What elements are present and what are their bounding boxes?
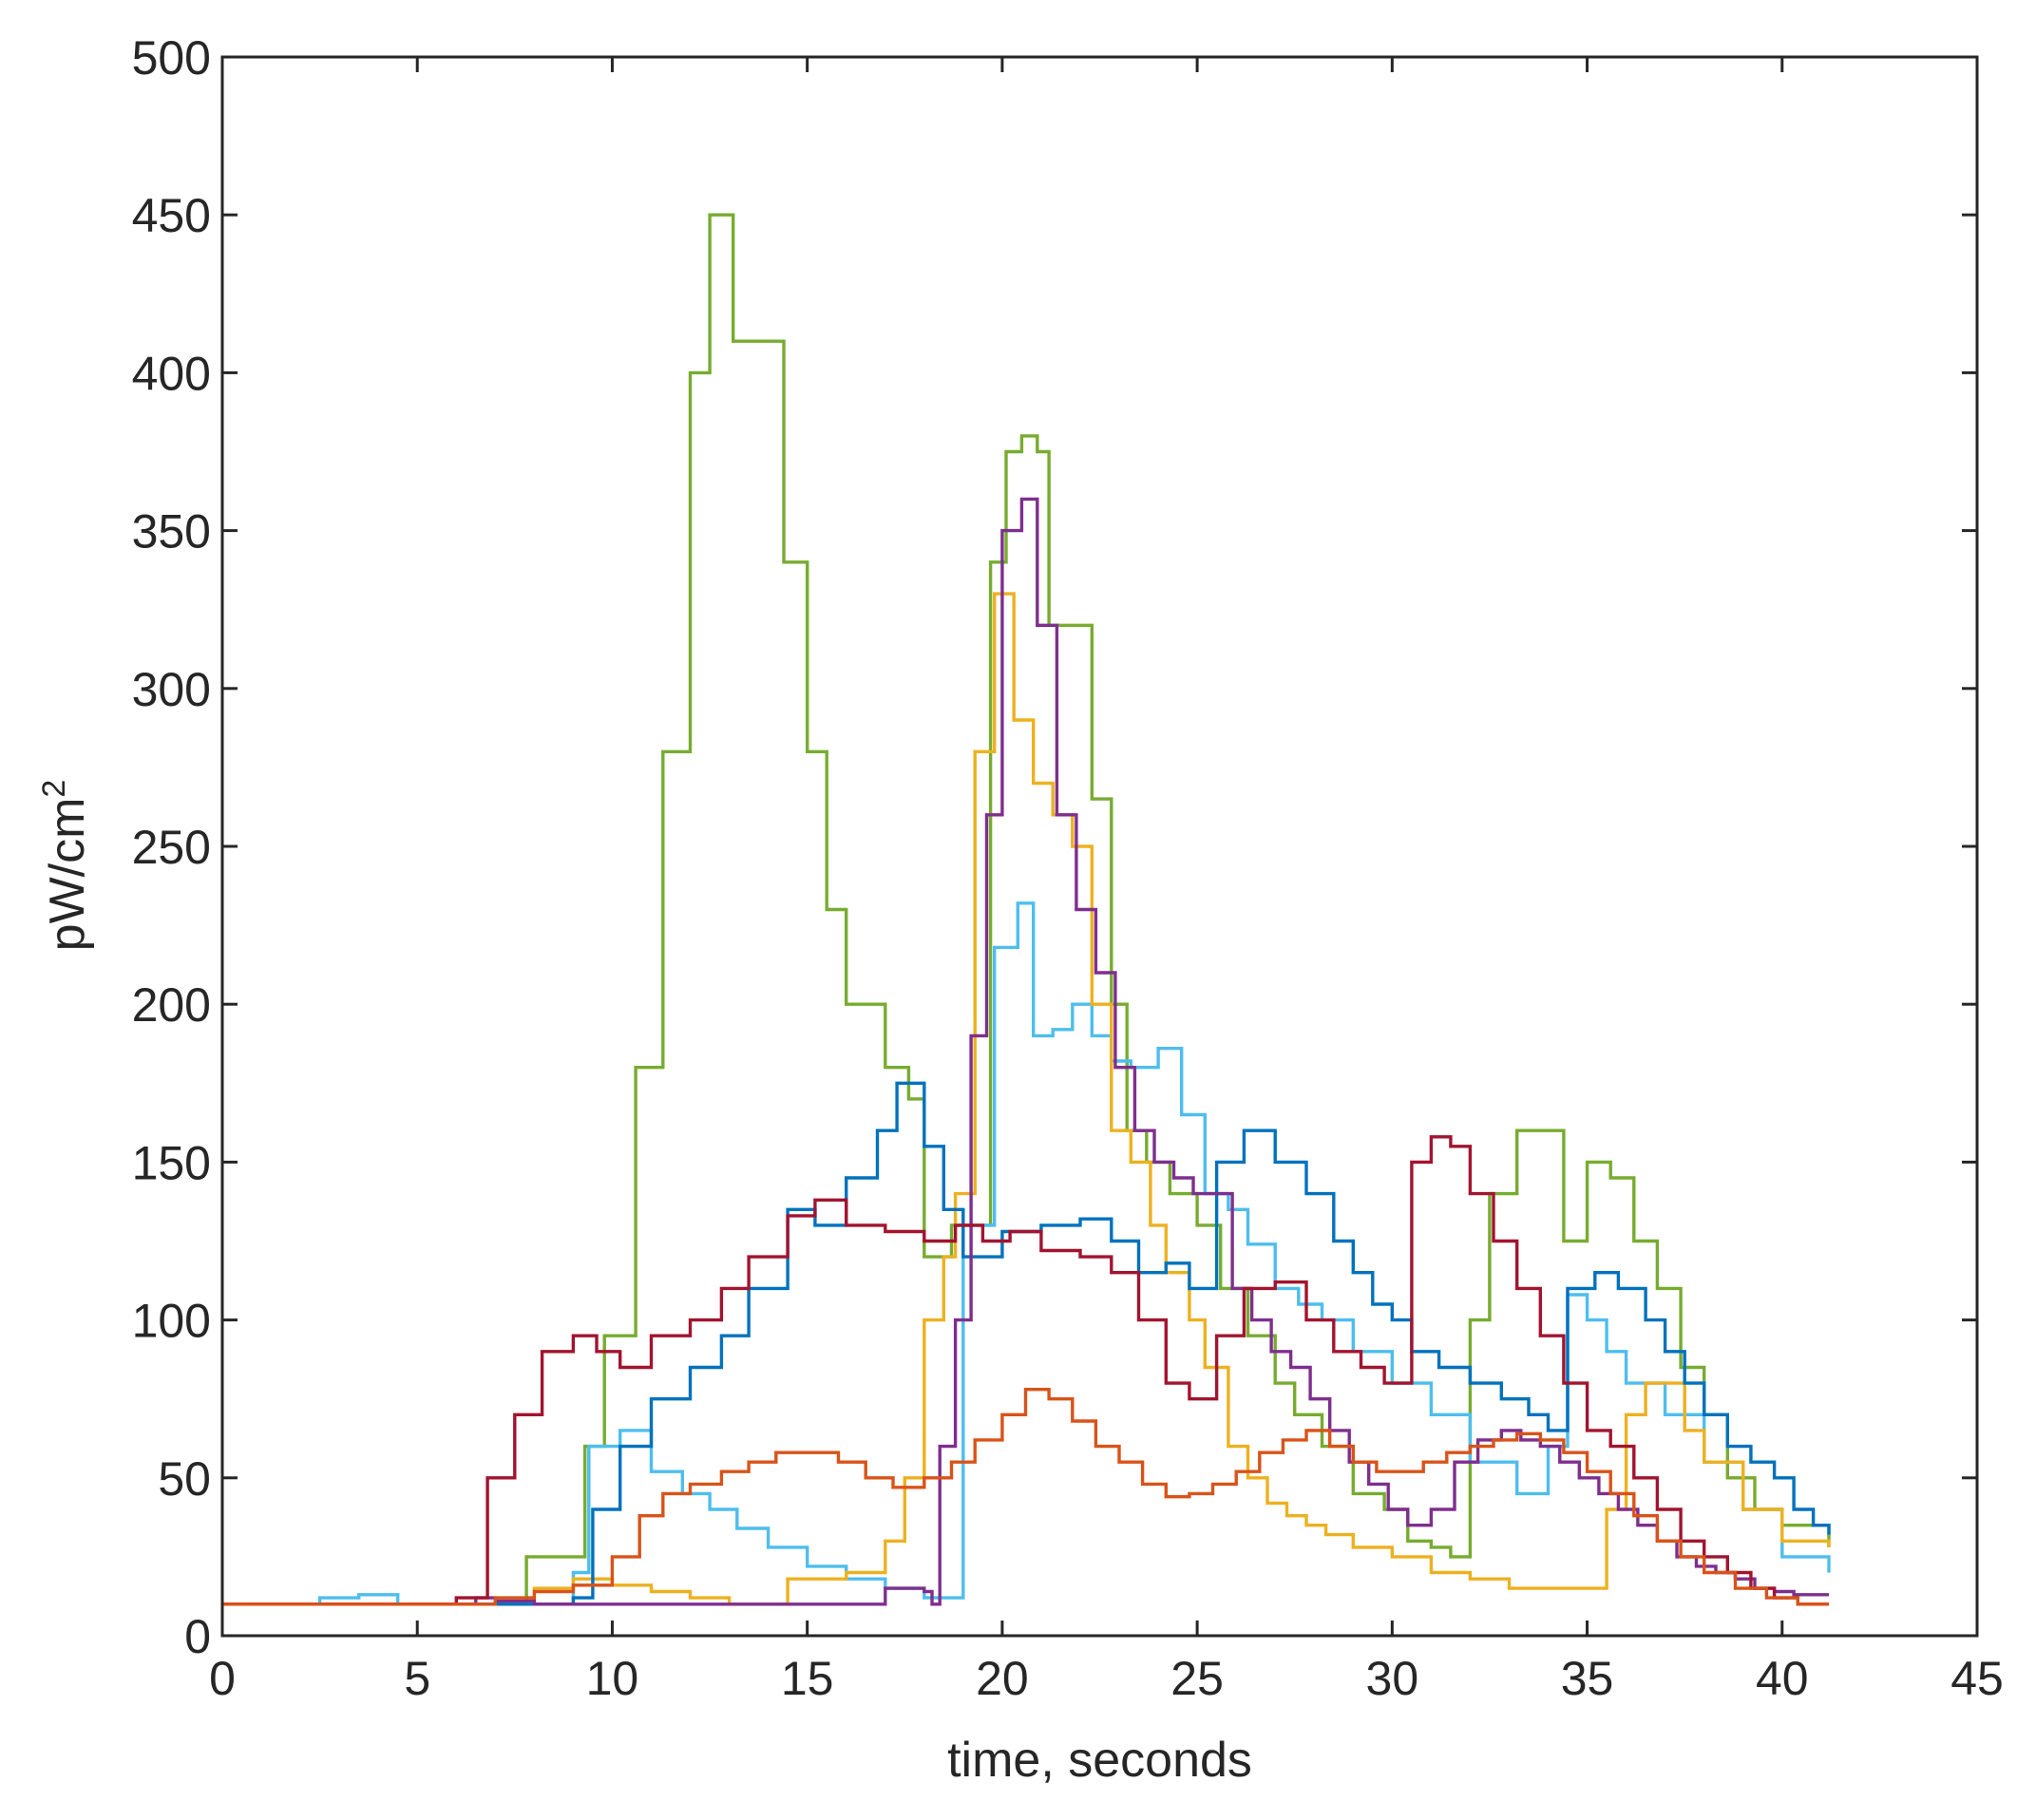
series-line-6 (222, 1135, 1829, 1606)
x-tick-labels: 0 5 10 15 20 25 30 35 40 45 (209, 1652, 2004, 1705)
series-line-4 (222, 1081, 1831, 1606)
series-line-7 (222, 1388, 1829, 1606)
y-axis-title-main: pW/cm (40, 798, 95, 952)
y-tick-label: 50 (158, 1452, 211, 1506)
y-tick-label: 350 (132, 505, 211, 559)
y-tick-label: 400 (132, 347, 211, 400)
plot-frame (220, 55, 1979, 1638)
y-axis-title-superscript: 2 (36, 780, 72, 798)
series-line-5 (222, 497, 1829, 1606)
y-tick-label: 200 (132, 978, 211, 1032)
x-tick-label: 35 (1561, 1652, 1614, 1705)
y-tick-label: 150 (132, 1136, 211, 1189)
x-tick-marks (220, 57, 1979, 1636)
x-tick-label: 25 (1170, 1652, 1224, 1705)
series-line-3 (222, 592, 1831, 1606)
y-tick-labels: 0 50 100 150 200 250 300 350 400 450 500 (132, 31, 211, 1663)
y-tick-label: 500 (132, 31, 211, 85)
y-tick-label: 300 (132, 663, 211, 716)
y-axis-title: pW/cm2 (36, 780, 95, 952)
x-tick-label: 0 (209, 1652, 236, 1705)
x-axis-title: time, seconds (947, 1733, 1252, 1788)
y-tick-label: 250 (132, 821, 211, 874)
series-line-2 (222, 901, 1831, 1606)
y-tick-label: 0 (184, 1610, 211, 1663)
y-tick-label: 100 (132, 1295, 211, 1348)
x-tick-label: 15 (781, 1652, 834, 1705)
x-tick-label: 30 (1366, 1652, 1419, 1705)
x-tick-label: 10 (586, 1652, 639, 1705)
x-tick-label: 45 (1950, 1652, 2004, 1705)
x-tick-label: 20 (976, 1652, 1029, 1705)
y-tick-marks (222, 55, 1977, 1638)
x-tick-label: 40 (1756, 1652, 1809, 1705)
series-layer (222, 213, 1831, 1606)
y-tick-label: 450 (132, 189, 211, 242)
x-tick-label: 5 (404, 1652, 430, 1705)
series-line-1 (222, 213, 1831, 1606)
